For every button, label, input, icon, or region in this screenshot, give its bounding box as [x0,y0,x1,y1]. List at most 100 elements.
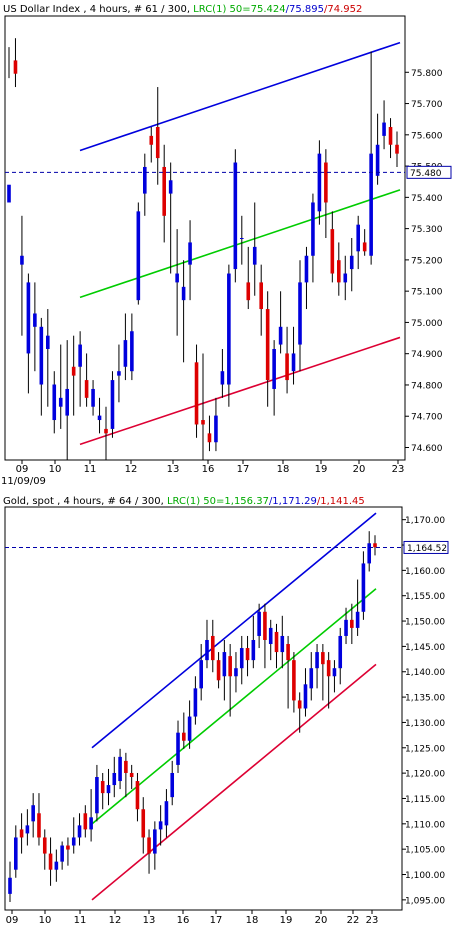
candle-body [373,543,377,548]
candle-body [71,837,76,846]
x-tick-label: 09 [6,915,19,926]
candle-body [8,877,12,894]
candle-body [130,331,134,372]
candle-body [263,611,267,640]
candle-body [91,388,95,407]
candle-body [201,420,205,425]
candle-body [39,326,44,385]
usd-index-current-price: 75.480 [5,165,452,179]
candle-body [292,660,296,701]
candle-body [58,397,63,407]
candle-body [207,433,212,443]
candle-body [153,829,157,854]
candle-body [274,631,279,653]
candle-body [123,340,128,367]
candle-body [60,845,64,862]
candle-body [234,668,238,677]
candle-body [147,837,151,854]
candle-body [104,428,108,434]
candle-body [19,829,24,838]
gold-current-price: 1,164.52 [5,540,449,554]
title-part-3: /1,171.29 [269,496,317,507]
y-tick-label: 1,140.00 [405,668,445,678]
candle-body [110,380,115,429]
y-tick-label: 1,105.00 [405,846,445,856]
candle-body [155,127,160,159]
title-part-1: Gold, spot , 4 hours, # 64 / 300, [3,496,167,507]
candle-body [175,273,179,283]
candle-body [164,801,169,826]
candle-body [176,732,180,765]
candle-body [220,371,225,385]
y-tick-label: 75.100 [411,288,443,298]
candle-body [37,813,41,838]
candle-body [246,282,251,301]
regression-mid-line [91,588,377,825]
candle-body [194,362,199,425]
regression-upper-line [91,512,377,749]
date-label: 11/09/09 [1,476,46,487]
x-tick-label: 11 [74,915,87,926]
candle-body [362,242,367,252]
candle-body [321,652,325,665]
candle-body [170,772,175,798]
candle-body [356,224,360,252]
candle-body [117,371,121,376]
title-part-3: /75.895 [286,4,324,15]
candle-body [326,660,331,677]
candle-body [228,656,232,677]
candle-body [311,202,315,256]
candle-body [227,273,231,385]
candle-body [240,238,244,239]
title-part-4: /1,141.45 [317,496,365,507]
candle-body [65,388,69,416]
y-tick-label: 75.300 [411,225,443,235]
x-tick-label: 11 [84,464,97,475]
candle-body [382,122,386,136]
current-price-label: 75.480 [410,169,442,179]
x-tick-label: 16 [202,464,215,475]
title-part-2: LRC(1) 50=75.424 [193,4,285,15]
y-tick-label: 75.800 [411,69,443,79]
y-tick-label: 74.800 [411,381,443,391]
y-tick-label: 1,130.00 [405,719,445,729]
candle-body [20,255,24,265]
candle-body [239,648,244,669]
x-tick-label: 22 [347,915,360,926]
candle-body [278,326,283,345]
candle-body [182,732,186,741]
candle-body [257,611,261,636]
current-price-box [406,165,452,179]
candle-body [78,344,82,367]
y-tick-label: 75.700 [411,100,443,110]
candle-body [158,821,163,830]
candle-body [193,688,198,717]
regression-lower-line [91,663,377,901]
usd-index-plot-frame [4,15,406,461]
candle-body [388,127,393,145]
x-tick-label: 19 [315,464,328,475]
regression-mid-line [79,189,401,299]
candle-body [95,777,99,814]
candle-body [143,166,147,194]
candle-body [324,162,328,203]
candle-body [7,184,11,203]
candle-body [268,627,273,645]
y-tick-label: 1,170.00 [405,516,445,526]
candle-body [162,166,166,216]
candle-body [210,635,215,661]
candle-body [259,282,263,310]
y-tick-label: 1,110.00 [405,820,445,830]
candle-body [181,286,186,301]
y-tick-label: 1,145.00 [405,643,445,653]
candle-body [286,644,290,661]
y-tick-label: 1,115.00 [405,795,445,805]
x-tick-label: 10 [49,464,62,475]
x-tick-label: 13 [143,915,156,926]
candle-body [214,415,218,443]
candle-body [317,153,322,212]
candle-body [337,260,341,283]
candle-body [54,861,59,870]
candle-body [187,716,192,741]
